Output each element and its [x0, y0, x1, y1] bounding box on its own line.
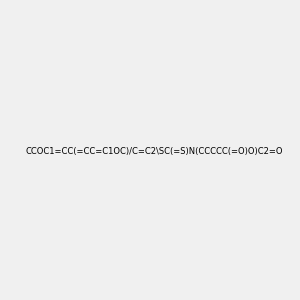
Text: CCOC1=CC(=CC=C1OC)/C=C2\SC(=S)N(CCCCC(=O)O)C2=O: CCOC1=CC(=CC=C1OC)/C=C2\SC(=S)N(CCCCC(=O… — [25, 147, 283, 156]
